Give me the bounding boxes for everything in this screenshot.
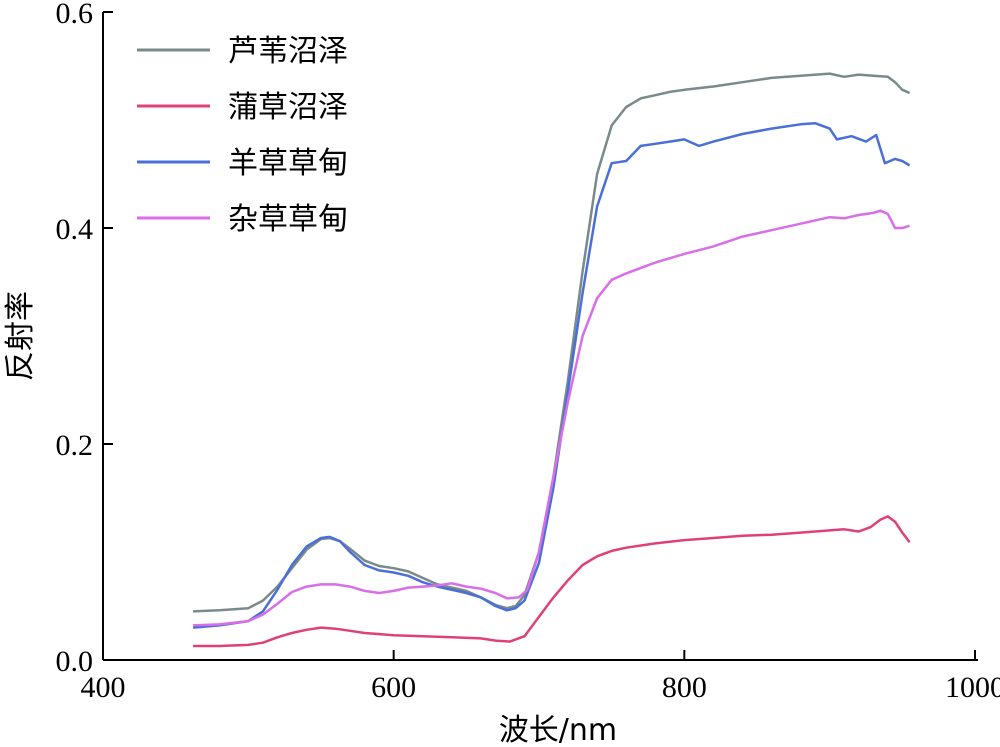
series-line-3 (192, 121, 911, 629)
series-line-4 (193, 209, 910, 627)
y-tick-label: 0.4 (56, 213, 94, 246)
legend-label-3: 羊草草甸 (228, 146, 348, 181)
series-line-2 (193, 515, 911, 648)
x-tick-label: 400 (81, 671, 126, 704)
x-axis-ticks: 400 600 800 1000 (81, 650, 1000, 704)
x-tick-label: 600 (371, 671, 416, 704)
x-tick-label: 800 (662, 671, 707, 704)
series-lines (192, 72, 911, 648)
legend-label-1: 芦苇沼泽 (228, 34, 348, 69)
y-tick-label: 0.6 (56, 0, 94, 30)
legend-label-4: 杂草草甸 (228, 202, 348, 237)
x-axis-title: 波长/nm (499, 713, 617, 747)
y-tick-label: 0.0 (56, 645, 94, 678)
x-tick-label: 1000 (945, 671, 1000, 704)
y-tick-label: 0.2 (56, 429, 94, 462)
plot-area: 400 600 800 1000 0.0 0.2 0.4 0.6 (56, 0, 1000, 704)
y-axis-title: 反射率 (3, 291, 38, 381)
legend-label-2: 蒲草沼泽 (228, 90, 348, 125)
y-axis-ticks: 0.0 0.2 0.4 0.6 (56, 0, 113, 678)
